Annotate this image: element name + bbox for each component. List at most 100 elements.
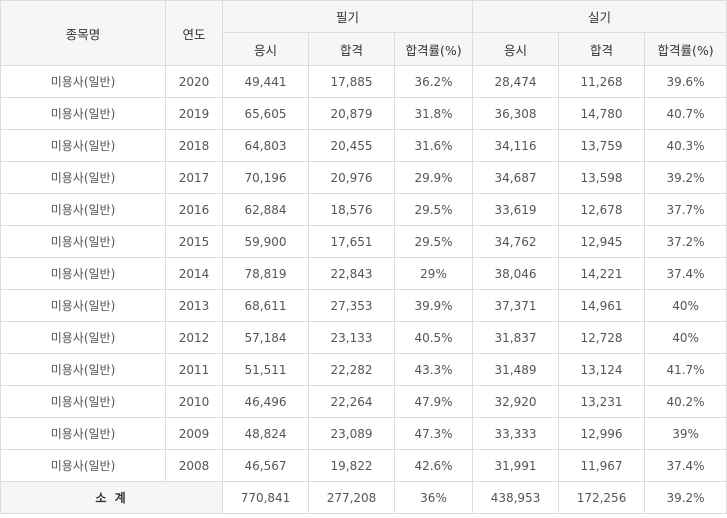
cell-practical-applicants: 34,762 [472,225,560,258]
cell-practical-applicants: 33,619 [472,193,560,226]
total-practical-pass-rate: 39.2% [644,481,727,514]
cell-practical-applicants: 31,489 [472,353,560,386]
table-row: 미용사(일반) 2018 64,803 20,455 31.6% 34,116 13,759… [0,129,727,162]
cell-item-name: 미용사(일반) [0,193,166,226]
table-row: 미용사(일반) 2016 62,884 18,576 29.5% 33,619 12,678… [0,193,727,226]
total-practical-applicants: 438,953 [472,481,560,514]
cell-year: 2013 [165,289,223,322]
cell-practical-applicants: 31,991 [472,449,560,482]
cell-practical-passed: 12,996 [558,417,646,450]
cell-item-name: 미용사(일반) [0,353,166,386]
cell-item-name: 미용사(일반) [0,449,166,482]
cell-practical-passed: 13,598 [558,161,646,194]
table-row: 미용사(일반) 2009 48,824 23,089 47.3% 33,333 12,996… [0,417,727,450]
cell-written-passed: 18,576 [308,193,395,226]
cell-item-name: 미용사(일반) [0,321,166,354]
cell-practical-pass-rate: 40.7% [644,97,727,130]
cell-written-passed: 19,822 [308,449,395,482]
cell-written-passed: 22,282 [308,353,395,386]
cell-year: 2008 [165,449,223,482]
cell-written-pass-rate: 29.9% [393,161,474,194]
cell-practical-passed: 13,759 [558,129,646,162]
cell-written-applicants: 51,511 [222,353,309,386]
cell-year: 2011 [165,353,223,386]
cell-year: 2009 [165,417,223,450]
header-written: 필기 [221,0,474,33]
cell-item-name: 미용사(일반) [0,129,166,162]
cell-practical-pass-rate: 40.2% [644,385,727,418]
cell-written-applicants: 46,496 [222,385,309,418]
cell-practical-passed: 12,678 [558,193,646,226]
table-row: 미용사(일반) 2014 78,819 22,843 29% 38,046 14,221 37… [0,257,727,290]
table-row: 미용사(일반) 2010 46,496 22,264 47.9% 32,920 13,231… [0,385,727,418]
total-written-applicants: 770,841 [222,481,309,514]
cell-item-name: 미용사(일반) [0,417,166,450]
cell-written-pass-rate: 31.6% [393,129,474,162]
cell-practical-applicants: 34,116 [472,129,560,162]
cell-written-passed: 22,264 [308,385,395,418]
cell-written-pass-rate: 31.8% [393,97,474,130]
cell-practical-passed: 14,221 [558,257,646,290]
cell-practical-passed: 12,728 [558,321,646,354]
header-item-name: 종목명 [0,0,166,66]
cell-item-name: 미용사(일반) [0,97,166,130]
cell-item-name: 미용사(일반) [0,161,166,194]
cell-written-applicants: 78,819 [222,257,309,290]
cell-practical-applicants: 33,333 [472,417,560,450]
total-practical-passed: 172,256 [558,481,646,514]
cell-year: 2014 [165,257,223,290]
cell-written-applicants: 68,611 [222,289,309,322]
cell-written-pass-rate: 29% [393,257,474,290]
cell-practical-pass-rate: 39.6% [644,65,727,98]
cell-item-name: 미용사(일반) [0,385,166,418]
cell-practical-passed: 14,961 [558,289,646,322]
cell-practical-pass-rate: 37.7% [644,193,727,226]
cell-practical-pass-rate: 40% [644,321,727,354]
table-row: 미용사(일반) 2013 68,611 27,353 39.9% 37,371 14,961… [0,289,727,322]
cell-practical-passed: 14,780 [558,97,646,130]
cell-practical-pass-rate: 41.7% [644,353,727,386]
cell-written-passed: 20,455 [308,129,395,162]
cell-written-pass-rate: 36.2% [393,65,474,98]
cell-written-pass-rate: 43.3% [393,353,474,386]
cell-practical-pass-rate: 39% [644,417,727,450]
cell-practical-applicants: 28,474 [472,65,560,98]
cell-written-pass-rate: 47.9% [393,385,474,418]
cell-practical-passed: 11,268 [558,65,646,98]
cell-practical-applicants: 38,046 [472,257,560,290]
cell-practical-applicants: 34,687 [472,161,560,194]
cell-practical-pass-rate: 37.4% [644,449,727,482]
cell-item-name: 미용사(일반) [0,65,166,98]
cell-written-pass-rate: 42.6% [393,449,474,482]
cell-practical-applicants: 37,371 [472,289,560,322]
cell-written-applicants: 49,441 [222,65,309,98]
header-written-applicants: 응시 [222,32,309,66]
total-row: 소 계 770,841 277,208 36% 438,953 172,256 … [0,481,727,514]
cell-written-pass-rate: 29.5% [393,225,474,258]
cell-written-passed: 17,885 [308,65,395,98]
cell-written-applicants: 64,803 [222,129,309,162]
cell-practical-pass-rate: 37.2% [644,225,727,258]
cell-written-applicants: 59,900 [222,225,309,258]
header-written-passed: 합격 [308,32,395,66]
cell-written-passed: 27,353 [308,289,395,322]
cell-written-passed: 20,879 [308,97,395,130]
cell-written-pass-rate: 40.5% [393,321,474,354]
cell-item-name: 미용사(일반) [0,225,166,258]
cell-written-passed: 20,976 [308,161,395,194]
cell-written-applicants: 57,184 [222,321,309,354]
cell-year: 2010 [165,385,223,418]
header-practical-applicants: 응시 [472,32,560,66]
cell-written-passed: 17,651 [308,225,395,258]
cell-year: 2015 [165,225,223,258]
cell-year: 2012 [165,321,223,354]
cell-practical-passed: 13,231 [558,385,646,418]
cell-written-applicants: 48,824 [222,417,309,450]
cell-practical-pass-rate: 40% [644,289,727,322]
table-row: 미용사(일반) 2008 46,567 19,822 42.6% 31,991 11,967… [0,449,727,482]
cell-practical-applicants: 31,837 [472,321,560,354]
cell-year: 2020 [165,65,223,98]
cell-practical-passed: 13,124 [558,353,646,386]
table-row: 미용사(일반) 2017 70,196 20,976 29.9% 34,687 13,598… [0,161,727,194]
